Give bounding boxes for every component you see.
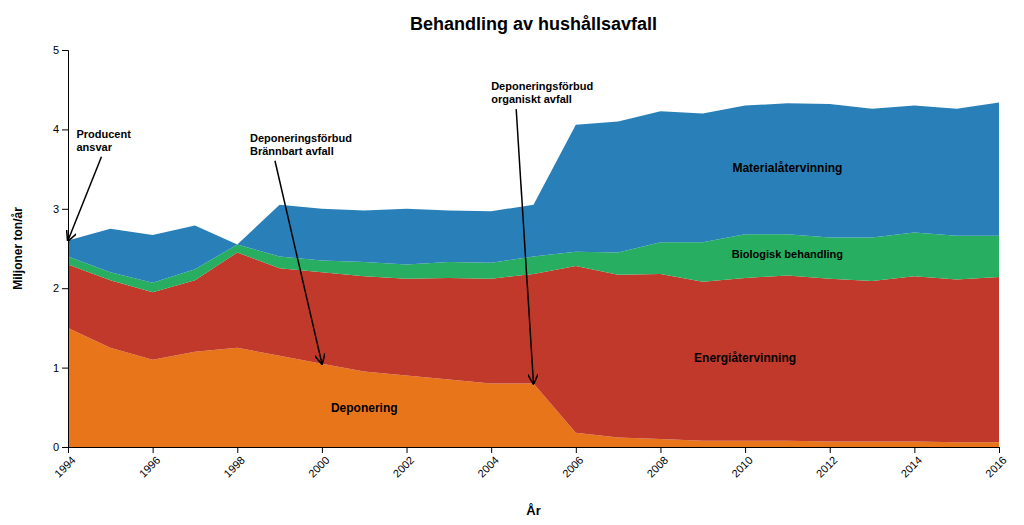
x-tick: 1996 <box>137 447 163 480</box>
x-tick-mark <box>491 447 492 453</box>
plot-area <box>68 102 999 447</box>
series-label: Deponering <box>331 401 398 415</box>
y-axis-title: Miljoner ton/år <box>11 207 25 290</box>
y-tick-label: 0 <box>53 441 59 453</box>
x-tick: 2010 <box>729 447 755 480</box>
x-tick: 2002 <box>391 447 417 480</box>
chart-svg: 1994199619982000200220042006200820102012… <box>0 0 1024 525</box>
annotation-line: Deponeringsförbud <box>250 132 352 144</box>
x-tick-mark <box>407 447 408 453</box>
y-tick-mark <box>62 288 68 289</box>
x-tick: 2016 <box>983 447 1009 480</box>
x-tick: 2004 <box>475 447 501 480</box>
y-tick-mark <box>62 50 68 51</box>
x-tick: 1998 <box>221 447 247 480</box>
x-tick: 2008 <box>644 447 670 480</box>
x-axis: 1994 1996 1998 2000 2002 2004 2006 2008 2010 2012… <box>52 447 1009 480</box>
annotation-line: Deponeringsförbud <box>491 80 593 92</box>
y-tick-label: 2 <box>53 282 59 294</box>
series-label: Materialåtervinning <box>732 161 842 175</box>
y-tick: 0 <box>53 441 68 453</box>
x-tick-label: 2012 <box>814 454 840 480</box>
area <box>68 252 999 442</box>
y-tick-label: 4 <box>53 123 59 135</box>
annotation: Producentansvar <box>76 128 131 153</box>
x-tick-label: 1998 <box>221 454 247 480</box>
area <box>68 102 999 282</box>
y-tick-mark <box>62 129 68 130</box>
x-tick-mark <box>745 447 746 453</box>
y-tick: 4 <box>53 123 68 135</box>
x-tick-label: 2006 <box>560 454 586 480</box>
annotation-line: Producent <box>76 128 131 140</box>
y-axis-line <box>62 51 69 448</box>
x-axis-title: År <box>526 503 540 518</box>
x-tick-mark <box>153 447 154 453</box>
annotation: DeponeringsförbudBrännbart avfall <box>250 132 352 157</box>
y-tick: 3 <box>53 203 68 215</box>
x-tick-mark <box>237 447 238 453</box>
x-tick-label: 2014 <box>898 454 924 480</box>
x-tick-mark <box>322 447 323 453</box>
y-axis: 0 1 2 3 4 5 <box>53 44 69 453</box>
annotation-line: organiskt avfall <box>491 93 572 105</box>
x-tick-label: 2000 <box>306 454 332 480</box>
x-tick-mark <box>830 447 831 453</box>
annotation-line: ansvar <box>76 141 112 153</box>
y-tick: 1 <box>53 362 68 374</box>
x-tick-label: 1994 <box>52 454 78 480</box>
y-tick-mark <box>62 368 68 369</box>
title: Behandling av hushållsavfall <box>410 14 657 34</box>
y-tick-mark <box>62 209 68 210</box>
series-label: Energiåtervinning <box>694 351 796 365</box>
y-tick-label: 3 <box>53 203 59 215</box>
y-tick-label: 1 <box>53 362 59 374</box>
annotations: ProducentansvarDeponeringsförbudBrännbar… <box>68 80 593 383</box>
x-tick-mark <box>914 447 915 453</box>
x-tick-mark <box>999 447 1000 453</box>
annotation: Deponeringsförbudorganiskt avfall <box>491 80 593 105</box>
annotation-arrow <box>68 157 101 241</box>
x-tick-label: 2016 <box>983 454 1009 480</box>
x-tick: 2014 <box>898 447 924 480</box>
x-tick-mark <box>576 447 577 453</box>
x-tick-label: 1996 <box>137 454 163 480</box>
y-tick-label: 5 <box>53 44 59 56</box>
x-tick-label: 2010 <box>729 454 755 480</box>
series-label: Biologisk behandling <box>732 248 843 260</box>
y-tick: 2 <box>53 282 68 294</box>
y-tick: 5 <box>53 44 68 56</box>
annotation-arrow <box>275 161 322 364</box>
annotation-line: Brännbart avfall <box>250 145 334 157</box>
series-labels: Deponering Energiåtervinning Biologisk beh… <box>331 161 843 416</box>
y-tick-mark <box>62 447 68 448</box>
annotation-arrow <box>516 109 533 383</box>
x-tick: 2006 <box>560 447 586 480</box>
x-tick-label: 2002 <box>391 454 417 480</box>
x-tick-mark <box>660 447 661 453</box>
chart-container: 1994199619982000200220042006200820102012… <box>0 0 1024 525</box>
x-tick-label: 2004 <box>475 454 501 480</box>
x-tick: 2000 <box>306 447 332 480</box>
x-axis-line <box>69 448 1000 454</box>
x-tick-label: 2008 <box>644 454 670 480</box>
x-tick: 2012 <box>814 447 840 480</box>
